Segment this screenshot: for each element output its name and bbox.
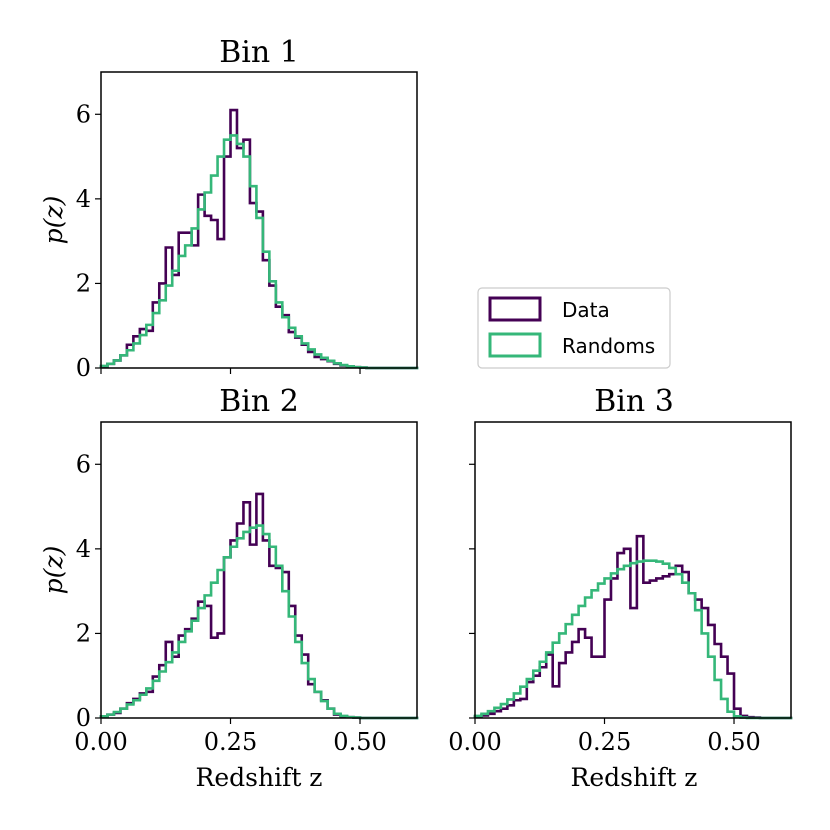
y-tick-label: 4 <box>76 535 91 563</box>
y-axis-label: p(z) <box>39 546 68 595</box>
y-tick-label: 0 <box>76 704 91 732</box>
plot-frame <box>474 421 792 719</box>
panel-title: Bin 1 <box>219 35 299 70</box>
x-tick-label: 0.00 <box>74 728 127 756</box>
series-randoms-step <box>99 524 419 720</box>
series-randoms-step <box>99 134 419 370</box>
panel-title: Bin 3 <box>594 384 674 419</box>
y-tick-label: 4 <box>76 185 91 213</box>
y-tick-label: 2 <box>76 269 91 297</box>
panel-bin-2: Bin 2 0.00 0.25 0.50 0 2 4 6 p(z) Redshift z <box>39 384 419 792</box>
x-tick-label: 0.50 <box>707 728 760 756</box>
x-tick-label: 0.25 <box>578 728 631 756</box>
x-axis-label: Redshift z <box>196 763 323 792</box>
x-tick-label: 0.25 <box>204 728 257 756</box>
series-data-step <box>99 492 419 720</box>
series-data-step <box>473 534 793 720</box>
legend-box <box>477 287 671 369</box>
series-randoms-step <box>473 559 793 720</box>
legend-swatch-randoms <box>488 332 542 358</box>
y-axis-label: p(z) <box>39 196 68 245</box>
y-tick-label: 0 <box>76 354 91 382</box>
panel-bin-3: Bin 3 0.00 0.25 0.50 Redshift z <box>448 384 793 792</box>
series-data-step <box>99 108 419 370</box>
panel-title: Bin 2 <box>219 384 299 419</box>
legend-label-data: Data <box>562 298 610 322</box>
plot-frame <box>100 421 418 719</box>
y-tick-label: 6 <box>76 100 91 128</box>
y-tick-label: 2 <box>76 619 91 647</box>
y-tick-label: 6 <box>76 450 91 478</box>
legend-label-randoms: Randoms <box>562 334 655 358</box>
plot-frame <box>100 71 418 369</box>
x-tick-label: 0.50 <box>333 728 386 756</box>
x-axis-label: Redshift z <box>571 763 698 792</box>
legend-swatch-data <box>488 296 542 322</box>
x-tick-label: 0.00 <box>448 728 501 756</box>
panel-bin-1: Bin 1 0 2 4 6 p(z) <box>39 35 419 382</box>
legend: Data Randoms <box>477 287 671 369</box>
